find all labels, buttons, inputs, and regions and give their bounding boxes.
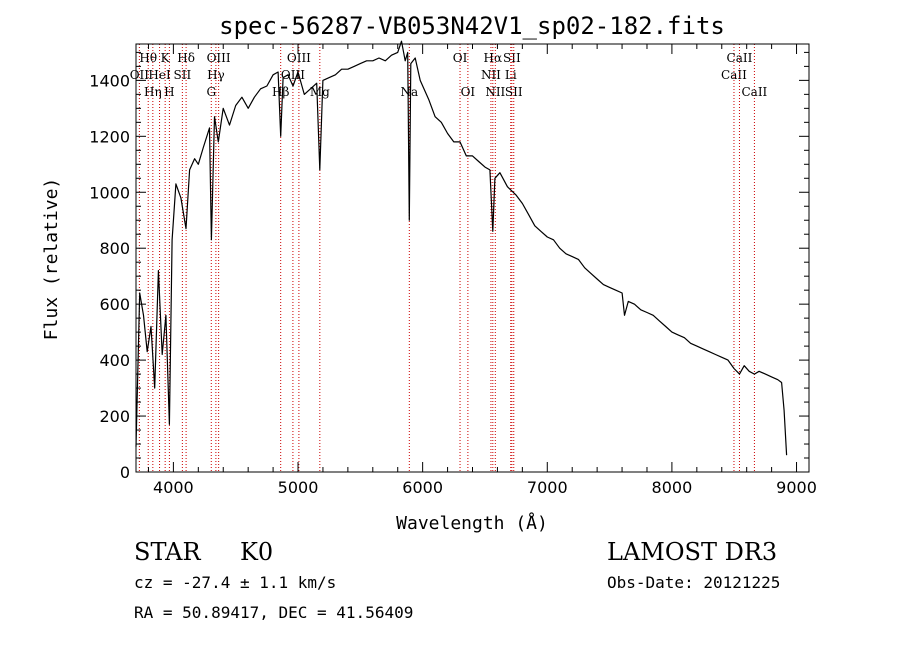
- line-label: H: [164, 85, 174, 99]
- line-label: Li: [505, 68, 517, 82]
- x-tick-label: 8000: [652, 478, 693, 497]
- line-label: OIII: [281, 68, 305, 82]
- axes: 4000 5000 6000 7000 8000 9000 0 200 400 600 800 100…: [89, 44, 817, 497]
- line-label: NII: [485, 85, 505, 99]
- y-axis-label: Flux (relative): [41, 178, 62, 341]
- obs-date: Obs-Date: 20121225: [607, 573, 781, 592]
- line-label: OI: [453, 51, 468, 65]
- x-tick-label: 5000: [278, 478, 319, 497]
- coordinates: RA = 50.89417, DEC = 41.56409: [134, 603, 414, 622]
- x-tick-label: 9000: [776, 478, 817, 497]
- x-axis-label: Wavelength (Å): [396, 512, 548, 534]
- y-tick-label: 0: [120, 463, 130, 482]
- redshift-text: cz = -27.4 ± 1.1 km/s: [134, 573, 337, 592]
- x-tick-label: 6000: [402, 478, 443, 497]
- y-tick-label: 1400: [89, 71, 130, 90]
- line-label: Hβ: [272, 85, 289, 99]
- line-label: SII: [174, 68, 192, 82]
- line-label: K: [161, 51, 171, 65]
- y-tick-label: 600: [99, 295, 130, 314]
- y-tick-label: 400: [99, 351, 130, 370]
- x-tick-label: 7000: [527, 478, 568, 497]
- line-label: G: [206, 85, 216, 99]
- line-label: Hγ: [207, 68, 225, 82]
- subclass: K0: [240, 538, 274, 566]
- line-label: OIII: [287, 51, 311, 65]
- line-label: CaII: [741, 85, 767, 99]
- plot-frame: [135, 43, 810, 473]
- line-label: OIII: [207, 51, 231, 65]
- line-label: NII: [481, 68, 501, 82]
- line-label: HeI: [148, 68, 171, 82]
- line-label: Hθ: [139, 51, 157, 65]
- chart-title: spec-56287-VB053N42V1_sp02-182.fits: [219, 12, 725, 40]
- line-label: SII: [505, 85, 523, 99]
- spectrum-series: [135, 40, 788, 456]
- y-tick-label: 200: [99, 407, 130, 426]
- line-label: Hα: [484, 51, 503, 65]
- y-tick-label: 1000: [89, 183, 130, 202]
- line-label: Hδ: [177, 51, 195, 65]
- line-label: OI: [461, 85, 476, 99]
- line-label: OII: [130, 68, 150, 82]
- object-class: STAR: [134, 538, 201, 566]
- survey-name: LAMOST DR3: [607, 538, 778, 566]
- y-tick-label: 800: [99, 239, 130, 258]
- line-label: CaII: [727, 51, 753, 65]
- line-label: SII: [503, 51, 521, 65]
- y-tick-label: 1200: [89, 127, 130, 146]
- spectrum-line: [135, 40, 788, 456]
- x-tick-label: 4000: [153, 478, 194, 497]
- line-label: Na: [400, 85, 418, 99]
- line-label: CaII: [721, 68, 747, 82]
- line-label: Hη: [144, 85, 162, 99]
- line-label: Mg: [310, 85, 330, 99]
